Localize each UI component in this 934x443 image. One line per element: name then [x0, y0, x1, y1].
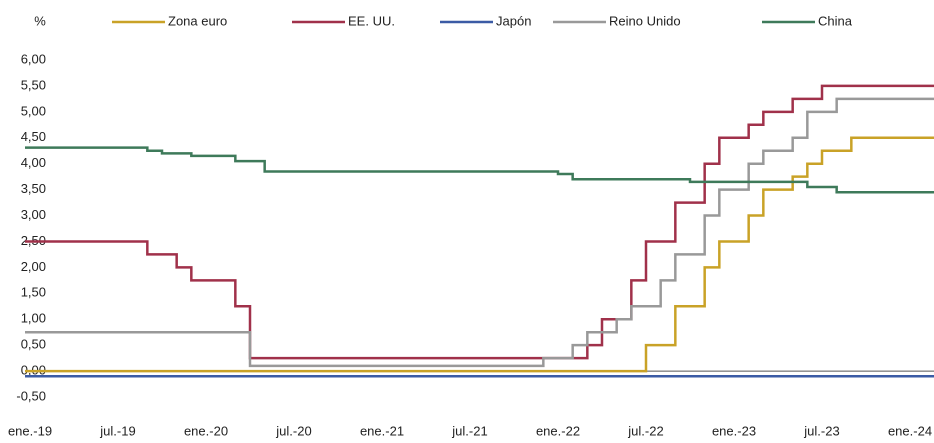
series-line: [25, 136, 934, 373]
x-tick-label: jul.-21: [451, 423, 487, 438]
legend-label: China: [818, 13, 853, 28]
x-tick-label: jul.-23: [803, 423, 839, 438]
y-axis-unit: %: [34, 13, 46, 28]
y-tick-label: 3,00: [21, 207, 46, 222]
series-line: [25, 146, 934, 194]
y-tick-label: 5,50: [21, 77, 46, 92]
y-tick-label: 4,00: [21, 155, 46, 170]
y-tick-label: 3,50: [21, 181, 46, 196]
y-tick-label: 1,00: [21, 311, 46, 326]
x-tick-label: jul.-19: [99, 423, 135, 438]
y-tick-label: 6,00: [21, 51, 46, 66]
legend-label: Japón: [496, 13, 531, 28]
legend-label: Reino Unido: [609, 13, 681, 28]
y-tick-label: 1,50: [21, 285, 46, 300]
x-tick-label: ene.-20: [184, 423, 228, 438]
legend-label: Zona euro: [168, 13, 227, 28]
y-tick-label: 2,00: [21, 259, 46, 274]
y-tick-label: -0,50: [16, 388, 46, 403]
y-tick-label: 0,50: [21, 337, 46, 352]
x-tick-label: jul.-20: [275, 423, 311, 438]
x-tick-label: jul.-22: [627, 423, 663, 438]
x-tick-label: ene.-23: [712, 423, 756, 438]
x-tick-label: ene.-19: [8, 423, 52, 438]
y-tick-label: 5,00: [21, 103, 46, 118]
y-tick-label: 4,50: [21, 129, 46, 144]
x-tick-label: ene.-22: [536, 423, 580, 438]
x-tick-label: ene.-21: [360, 423, 404, 438]
series-line: [25, 97, 934, 368]
series-line: [25, 84, 934, 360]
legend-label: EE. UU.: [348, 13, 395, 28]
x-tick-label: ene.-24: [888, 423, 932, 438]
